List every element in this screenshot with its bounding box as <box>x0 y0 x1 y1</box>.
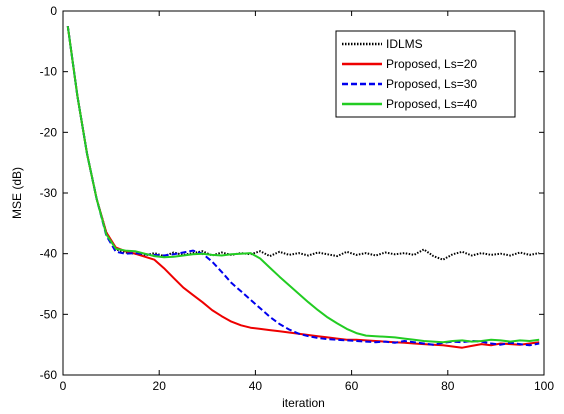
legend-box <box>335 30 516 118</box>
legend-label-2: Proposed, Ls=20 <box>386 57 477 71</box>
y-tick-label: -50 <box>40 307 58 321</box>
legend: IDLMS Proposed, Ls=20 Proposed, Ls=30 Propo… <box>335 30 516 118</box>
y-tick-label: 0 <box>50 4 57 18</box>
x-axis-label: iteration <box>282 396 325 410</box>
legend-label-3: Proposed, Ls=30 <box>386 77 477 91</box>
x-tick-label: 40 <box>249 379 263 393</box>
x-tick-label: 20 <box>153 379 167 393</box>
y-tick-label: -20 <box>40 125 58 139</box>
legend-label-4: Proposed, Ls=40 <box>386 97 477 111</box>
legend-label-1: IDLMS <box>386 37 423 51</box>
series-line-1 <box>66 26 540 261</box>
y-tick-label: -60 <box>40 368 58 382</box>
series-line-4 <box>66 26 540 344</box>
ticks-layer: 0 20 40 60 80 100 0 -10 -20 -30 -40 -50 -60 <box>40 4 555 393</box>
x-tick-label: 100 <box>534 379 554 393</box>
series-layer <box>66 26 540 349</box>
x-tick-label: 60 <box>345 379 359 393</box>
y-tick-label: -40 <box>40 247 58 261</box>
y-axis-label: MSE (dB) <box>10 167 24 219</box>
y-tick-label: -10 <box>40 65 58 79</box>
x-tick-label: 80 <box>441 379 455 393</box>
y-tick-label: -30 <box>40 186 58 200</box>
x-tick-label: 0 <box>60 379 67 393</box>
